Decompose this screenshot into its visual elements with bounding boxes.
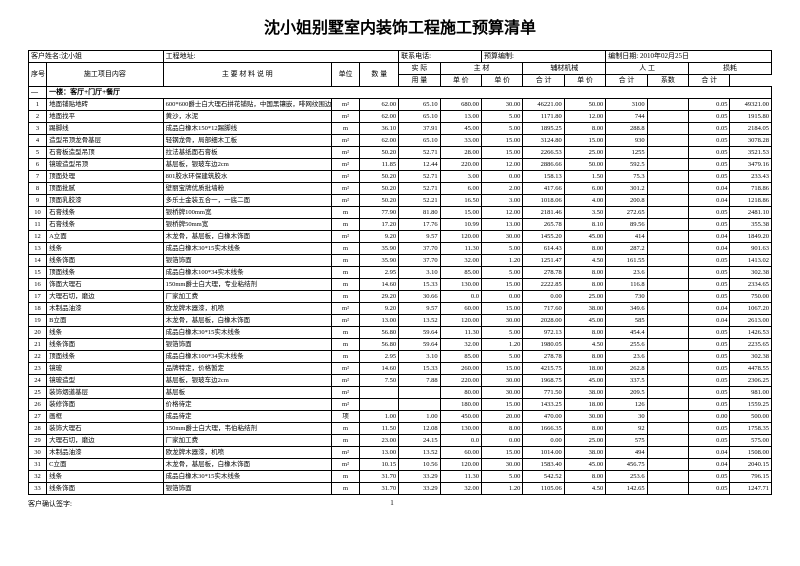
table-row: 1地面铺贴地砖600*600爵士白大理石拼花铺贴，中国黑镶嵌，啡网纹围边m²62… [29, 99, 772, 111]
h-at: 合 计 [606, 75, 647, 87]
table-row: 2地面找平黄沙，水泥m²62.0065.1013.005.001171.8012… [29, 111, 772, 123]
budget-cell: 预算编制: [481, 51, 605, 63]
info-row: 客户姓名:沈小姐 工程地址: 联系电话: 预算编制: 编制日期: 2010年02… [29, 51, 772, 63]
table-row: 8顶面批腻壁丽宝牌优质批墙粉m²50.2052.716.002.00417.66… [29, 183, 772, 195]
date-cell: 编制日期: 2010年02月25日 [606, 51, 772, 63]
h-seq: 序号 [29, 63, 47, 87]
h-lt: 合 计 [689, 75, 730, 87]
table-row: 13 线条成品白橡木30*15实木线条m35.9037.7011.305.006… [29, 243, 772, 255]
table-row: 18 木制品油漆欧龙牌木器漆，机喷m²9.209.5760.0015.00717… [29, 303, 772, 315]
h-qty: 数 量 [360, 63, 399, 87]
table-row: 33 线条饰面银箔饰面m31.7033.2932.001.201105.064.… [29, 483, 772, 495]
h-item: 施工项目内容 [47, 63, 163, 87]
table-row: 30 木制品油漆欧龙牌木器漆，机喷m²13.0013.5260.0015.001… [29, 447, 772, 459]
footer: 客户确认签字: 1 [28, 495, 772, 509]
table-row: 16 饰面大理石150mm爵士白大理，专业粘结剂m14.6015.33130.0… [29, 279, 772, 291]
header-row-1: 序号 施工项目内容 主 要 材 料 说 明 单位 数 量 实 际 主 材 辅材机… [29, 63, 772, 75]
table-row: 10石膏线条银桥牌100mm宽m77.9081.8015.0012.002181… [29, 207, 772, 219]
table-row: 15 顶面线条成品白橡木100*34实木线条m2.953.1085.005.00… [29, 267, 772, 279]
table-row: 9顶面乳胶漆多乐士金装五合一，一底二面m²50.2052.2116.503.00… [29, 195, 772, 207]
h-ms: 单 价 [481, 75, 522, 87]
table-row: 21 线条饰面银箔饰面m56.8059.6432.001.201980.054.… [29, 339, 772, 351]
table-row: 29 大理石切，磨边厂家加工费m23.0024.150.00.000.0025.… [29, 435, 772, 447]
h-loss: 损耗 [689, 63, 772, 75]
table-row: 7顶面处理801胶水环保建筑胶水m²50.2052.713.000.00158.… [29, 171, 772, 183]
table-row: 11石膏线条银桥牌50mm宽m17.2017.7610.9913.00265.7… [29, 219, 772, 231]
section-row: — 一楼：客厅+门厅+餐厅 [29, 87, 772, 99]
table-row: 27 画框成品待定项1.001.00450.0020.00470.0030.00… [29, 411, 772, 423]
table-row: 20 线条成品白橡木30*15实木线条m56.8059.6411.305.009… [29, 327, 772, 339]
customer-cell: 客户姓名:沈小姐 [29, 51, 164, 63]
h-mp: 单 价 [440, 75, 481, 87]
h-c: 系数 [647, 75, 688, 87]
section-label: 一楼：客厅+门厅+餐厅 [47, 87, 772, 99]
signature-label: 客户确认签字: [28, 499, 72, 509]
table-row: 28 装饰大理石150mm爵士白大理，韦伯粘结剂m11.5012.08130.0… [29, 423, 772, 435]
table-row: 3踢脚线成品白橡木150*12踢脚线m36.1037.9145.005.0018… [29, 123, 772, 135]
phone-cell: 联系电话: [399, 51, 482, 63]
table-row: 19B立面木龙骨，基层板，白橡木饰面m²13.0013.52120.0030.0… [29, 315, 772, 327]
h-mt: 合 计 [523, 75, 564, 87]
budget-table: 客户姓名:沈小姐 工程地址: 联系电话: 预算编制: 编制日期: 2010年02… [28, 50, 772, 495]
section-dash: — [29, 87, 47, 99]
table-row: 22 顶面线条成品白橡木100*34实木线条m2.953.1085.005.00… [29, 351, 772, 363]
h-use: 用 量 [399, 75, 440, 87]
page-title: 沈小姐别墅室内装饰工程施工预算清单 [28, 4, 772, 50]
table-row: 17 大理石切，磨边厂家加工费m29.2030.660.00.000.0025.… [29, 291, 772, 303]
h-mat: 主 要 材 料 说 明 [163, 63, 331, 87]
table-row: 4造型吊顶龙骨基层轻钢龙骨，局部细木工板m²62.0065.1033.0015.… [29, 135, 772, 147]
table-row: 26 装修饰面价格待定m²180.0015.001433.2518.001260… [29, 399, 772, 411]
table-row: 31C立面木龙骨，基层板，白橡木饰面m²10.1510.56120.0030.0… [29, 459, 772, 471]
table-row: 5石膏板造型吊顶拉法基纸面石膏板m²50.2052.7128.0015.0022… [29, 147, 772, 159]
h-ap: 单 价 [564, 75, 605, 87]
table-row: 6镜玻造型吊顶基层板，银玻车边2cmm²11.8512.44220.0012.0… [29, 159, 772, 171]
table-row: 24镜玻造型基层板，银玻车边2cmm²7.507.88220.0030.0019… [29, 375, 772, 387]
h-actual: 实 际 [399, 63, 440, 75]
address-cell: 工程地址: [163, 51, 399, 63]
h-unit: 单位 [331, 63, 359, 87]
table-row: 32 线条成品白橡木30*15实木线条m31.7033.2911.305.005… [29, 471, 772, 483]
table-row: 12A立面木龙骨，基层板，白橡木饰面m²9.209.57120.0030.001… [29, 231, 772, 243]
table-row: 14 线条饰面银箔饰面m35.9037.7032.001.201251.474.… [29, 255, 772, 267]
h-aux: 辅材机械 [523, 63, 606, 75]
table-row: 23镜玻品牌特定，价格暂定m²14.6015.33260.0015.004215… [29, 363, 772, 375]
h-main: 主 材 [440, 63, 523, 75]
page-number: 1 [72, 499, 712, 509]
table-row: 25 装饰烟道基层基层板m²80.0030.00771.5038.00209.5… [29, 387, 772, 399]
h-labor: 人 工 [606, 63, 689, 75]
